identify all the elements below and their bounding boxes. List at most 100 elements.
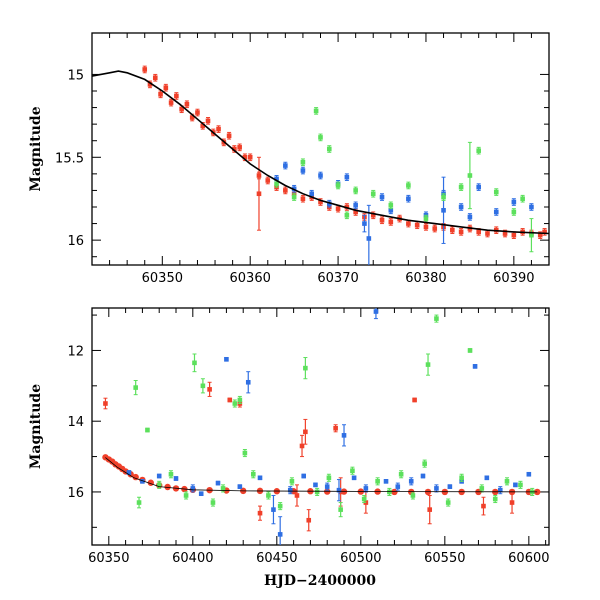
data-point — [301, 473, 306, 479]
series-red — [103, 381, 515, 532]
data-point — [485, 231, 490, 236]
x-tick-label: 60600 — [508, 551, 549, 566]
data-point — [336, 487, 342, 493]
data-point — [318, 199, 323, 205]
data-point — [184, 101, 190, 107]
data-point — [441, 194, 446, 200]
data-point — [366, 236, 372, 241]
data-point — [476, 229, 481, 235]
data-point — [294, 493, 300, 498]
series-red — [102, 454, 541, 496]
data-point — [173, 476, 179, 481]
data-point — [434, 486, 439, 491]
data-point — [198, 491, 204, 497]
data-point — [513, 482, 518, 488]
data-point — [326, 201, 332, 206]
data-point — [333, 425, 338, 431]
data-point — [247, 154, 253, 160]
data-point — [190, 486, 196, 491]
data-point — [472, 364, 478, 369]
data-point — [183, 493, 189, 498]
x-tick-label: 60390 — [493, 271, 534, 286]
data-point — [216, 126, 221, 132]
data-point — [313, 482, 318, 488]
data-point — [318, 173, 323, 178]
data-point — [509, 500, 515, 505]
data-point — [168, 100, 174, 105]
x-tick-label: 60360 — [230, 271, 271, 286]
data-point — [271, 507, 276, 512]
data-point — [126, 470, 132, 475]
data-point — [220, 486, 226, 491]
data-point — [511, 209, 517, 215]
x-axis-label: HJD−2400000 — [264, 573, 376, 589]
data-point — [303, 365, 308, 371]
model-curve — [92, 70, 549, 235]
data-point — [479, 486, 485, 491]
data-point — [287, 487, 293, 493]
data-point — [410, 493, 416, 498]
data-point — [459, 475, 464, 481]
data-point — [529, 232, 534, 238]
data-point — [445, 500, 451, 505]
data-point — [529, 204, 534, 210]
data-point — [303, 429, 308, 435]
data-point — [158, 92, 163, 97]
data-point — [476, 184, 481, 190]
data-point — [497, 487, 503, 493]
data-point — [314, 489, 320, 495]
series-blue — [441, 176, 446, 244]
data-point — [200, 383, 206, 389]
data-point — [414, 222, 420, 228]
data-point — [423, 224, 429, 230]
data-point — [318, 135, 323, 140]
data-point — [266, 493, 271, 498]
data-point — [344, 174, 350, 180]
data-point — [335, 206, 341, 211]
data-point — [164, 483, 171, 491]
y-tick-label: 12 — [67, 344, 84, 359]
data-point — [388, 208, 394, 213]
data-point — [427, 507, 433, 512]
data-point — [226, 133, 232, 139]
panel-1: 60350 60360 60370 60380 60390 15 15.5 16 Magnitu… — [28, 32, 550, 286]
data-point — [210, 500, 216, 505]
series-blue — [274, 161, 534, 265]
data-point — [103, 401, 108, 406]
series-blue — [126, 308, 532, 545]
y-tick-label: 16 — [67, 486, 84, 501]
data-point — [200, 123, 206, 129]
data-point — [326, 475, 332, 481]
data-point — [192, 360, 197, 366]
data-point — [242, 450, 248, 456]
x-tick-label: 60380 — [405, 271, 446, 286]
data-point — [152, 75, 158, 81]
data-point — [245, 379, 251, 385]
data-point — [353, 188, 358, 193]
data-point — [289, 479, 295, 484]
series-green — [274, 107, 534, 253]
data-point — [291, 194, 297, 200]
data-point — [350, 468, 355, 474]
data-point — [283, 188, 288, 193]
y-tick-label: 15.5 — [55, 151, 84, 166]
chart-panels: 60350 60360 60370 60380 60390 15 15.5 16 Magnitu… — [28, 32, 550, 566]
data-point — [370, 191, 376, 197]
data-point — [257, 475, 263, 481]
data-point — [232, 401, 238, 406]
data-point — [458, 229, 464, 235]
data-point — [441, 208, 446, 213]
data-point — [422, 461, 427, 466]
data-point — [335, 183, 341, 188]
data-point — [406, 196, 411, 202]
data-point — [205, 118, 211, 124]
data-point — [277, 532, 283, 537]
data-point — [300, 159, 306, 165]
y-axis-label: Magnitude — [28, 384, 44, 469]
data-point — [398, 471, 404, 477]
data-point — [237, 145, 242, 150]
data-point — [237, 484, 243, 489]
data-point — [511, 232, 517, 238]
data-point — [163, 85, 169, 90]
data-point — [542, 229, 547, 235]
